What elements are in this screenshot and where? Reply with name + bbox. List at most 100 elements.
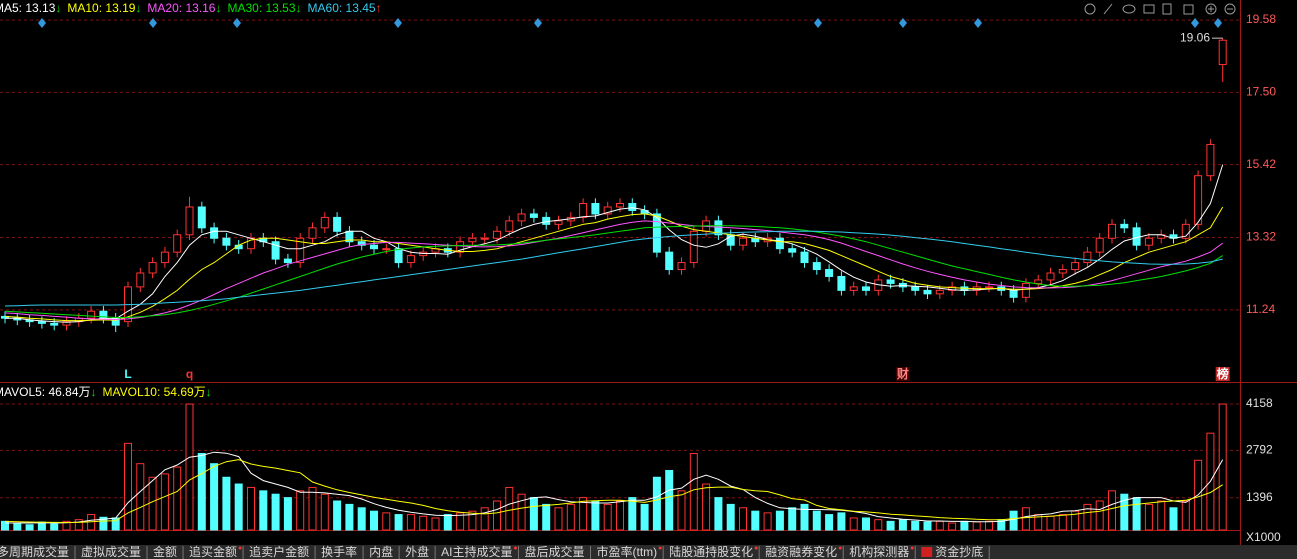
candle-body bbox=[136, 272, 145, 288]
candle-body bbox=[1218, 39, 1227, 66]
price-tag: 19.06 bbox=[1180, 30, 1210, 44]
info-marker bbox=[233, 18, 241, 28]
legend-label: MA5: 13.13 bbox=[0, 1, 56, 15]
toolbar-icon[interactable] bbox=[1205, 3, 1217, 15]
volume-bar bbox=[948, 522, 957, 531]
toolbar bbox=[1084, 3, 1236, 15]
info-marker bbox=[394, 18, 402, 28]
volume-bar bbox=[124, 442, 132, 531]
tab[interactable]: 换手率 bbox=[321, 544, 357, 559]
y-tick-label: 17.50 bbox=[1246, 85, 1276, 99]
volume-bar bbox=[25, 524, 34, 531]
volume-bar bbox=[702, 483, 711, 531]
toolbar-icon[interactable] bbox=[1183, 4, 1194, 15]
candle-body bbox=[1144, 237, 1153, 246]
volume-bar bbox=[1095, 500, 1104, 531]
volume-bar bbox=[493, 500, 501, 531]
volume-bar bbox=[1108, 490, 1116, 531]
toolbar-icon[interactable] bbox=[1143, 4, 1155, 14]
tab[interactable]: 机构探测器 bbox=[849, 544, 909, 559]
tab[interactable]: 盘后成交量 bbox=[524, 544, 584, 559]
candle-body bbox=[333, 216, 342, 232]
candle-body bbox=[1108, 223, 1116, 239]
volume-bar bbox=[247, 486, 255, 531]
tab[interactable]: 内盘 bbox=[369, 544, 393, 559]
info-marker bbox=[1214, 18, 1222, 28]
legend-arrow: ↓ bbox=[215, 1, 221, 15]
tab[interactable]: AI主持成交量 bbox=[441, 544, 512, 559]
volume-bar bbox=[825, 514, 834, 531]
volume-bar bbox=[111, 517, 120, 531]
volume-bar bbox=[173, 466, 182, 531]
volume-bar bbox=[1046, 515, 1055, 531]
legend-label: MA60: 13.45 bbox=[308, 1, 376, 15]
candle-body bbox=[50, 322, 59, 326]
tab[interactable]: 追卖户金额 bbox=[249, 544, 309, 559]
candle-body bbox=[406, 255, 415, 264]
toolbar-icon[interactable] bbox=[1084, 3, 1096, 15]
info-marker bbox=[974, 18, 982, 28]
volume-bar bbox=[849, 517, 858, 531]
candle-body bbox=[1058, 269, 1067, 274]
candle-body bbox=[1021, 282, 1030, 298]
tab[interactable]: 市盈率(ttm) bbox=[596, 544, 657, 559]
tab[interactable]: 融资融券变化 bbox=[765, 544, 837, 559]
candle-body bbox=[985, 286, 993, 289]
tab[interactable]: 追买金额 bbox=[189, 544, 237, 559]
candle-body bbox=[111, 317, 120, 326]
candle-body bbox=[493, 230, 501, 239]
volume-bar bbox=[394, 514, 403, 531]
ma-line bbox=[4, 220, 1223, 321]
candle-body bbox=[1181, 223, 1190, 239]
volume-bar bbox=[1169, 507, 1178, 531]
tab-dot bbox=[754, 546, 758, 550]
volume-bar bbox=[554, 507, 563, 531]
legend-arrow: ↓ bbox=[55, 1, 61, 15]
info-marker bbox=[814, 18, 822, 28]
tab-dot bbox=[838, 546, 842, 550]
legend-label: MAVOL10: 54.69万 bbox=[103, 385, 206, 399]
volume-bar bbox=[517, 493, 526, 531]
toolbar-icon[interactable] bbox=[1208, 6, 1214, 12]
tab[interactable]: 陆股通持股变化 bbox=[669, 544, 753, 559]
volume-bar bbox=[1157, 500, 1166, 531]
volume-bar bbox=[1218, 403, 1227, 531]
tab[interactable]: 资金抄底 bbox=[935, 544, 983, 559]
volume-bar bbox=[480, 507, 489, 531]
volume-bar bbox=[468, 510, 477, 531]
volume-bar bbox=[259, 490, 268, 531]
tab[interactable]: 多周期成交量 bbox=[0, 544, 69, 559]
volume-bar bbox=[210, 463, 219, 531]
volume-bar bbox=[616, 500, 624, 531]
volume-bar bbox=[911, 520, 920, 531]
candle-body bbox=[886, 279, 895, 284]
legend-label: MA30: 13.53 bbox=[227, 1, 295, 15]
tab[interactable]: 金额 bbox=[153, 544, 177, 559]
volume-bar bbox=[1, 520, 9, 531]
tab[interactable]: 外盘 bbox=[405, 544, 429, 559]
volume-bar bbox=[357, 507, 366, 531]
candle-body bbox=[1194, 175, 1203, 225]
candle-body bbox=[554, 220, 563, 225]
volume-bar bbox=[382, 512, 391, 531]
volume-bar bbox=[234, 483, 243, 531]
volume-bar bbox=[222, 476, 231, 531]
legend-arrow: ↓ bbox=[91, 385, 97, 399]
candle-body bbox=[665, 251, 674, 271]
toolbar-icon[interactable] bbox=[1162, 3, 1172, 15]
candle-body bbox=[160, 251, 169, 264]
candle-body bbox=[739, 237, 747, 246]
toolbar-icon[interactable] bbox=[1224, 3, 1236, 15]
volume-bar bbox=[308, 486, 317, 531]
toolbar-icon[interactable] bbox=[1103, 3, 1113, 15]
y-tick-label: 4158 bbox=[1246, 396, 1273, 410]
volume-bar bbox=[1021, 507, 1030, 531]
tab[interactable]: 虚拟成交量 bbox=[81, 544, 141, 559]
toolbar-icon[interactable] bbox=[1122, 4, 1136, 14]
volume-bar bbox=[62, 520, 71, 531]
candle-body bbox=[148, 262, 157, 274]
candle-body bbox=[517, 213, 526, 222]
volume-bar bbox=[296, 490, 305, 531]
volume-bar bbox=[1144, 503, 1153, 531]
